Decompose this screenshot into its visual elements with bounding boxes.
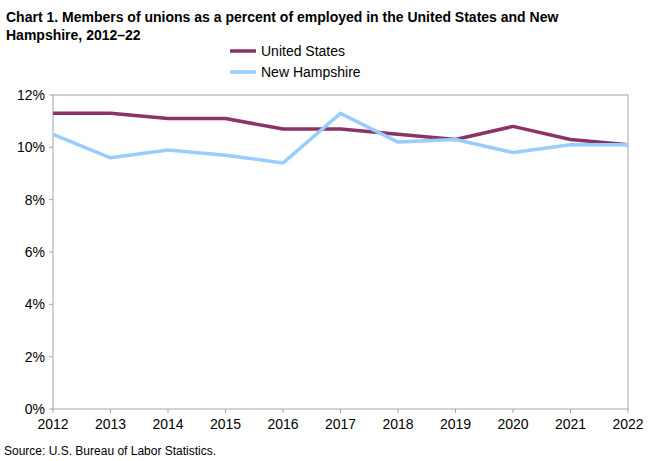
- legend-swatch: [230, 49, 256, 53]
- y-tick-label: 0%: [25, 401, 45, 417]
- x-tick-label: 2018: [382, 416, 413, 432]
- x-tick: [513, 409, 514, 413]
- x-tick: [110, 409, 111, 413]
- y-tick-label: 2%: [25, 349, 45, 365]
- y-tick: [49, 95, 53, 96]
- x-tick-label: 2021: [555, 416, 586, 432]
- x-tick: [570, 409, 571, 413]
- x-tick: [225, 409, 226, 413]
- x-tick: [628, 409, 629, 413]
- x-tick: [340, 409, 341, 413]
- x-tick-label: 2022: [612, 416, 643, 432]
- x-tick: [398, 409, 399, 413]
- y-tick-label: 4%: [25, 296, 45, 312]
- x-tick: [283, 409, 284, 413]
- x-tick-label: 2014: [152, 416, 183, 432]
- x-tick-label: 2020: [497, 416, 528, 432]
- series-line: [53, 113, 628, 144]
- x-tick-label: 2013: [95, 416, 126, 432]
- title-line: Chart 1. Members of unions as a percent …: [6, 9, 558, 25]
- y-tick: [49, 199, 53, 200]
- legend-label: New Hampshire: [261, 64, 361, 80]
- y-tick-label: 8%: [25, 192, 45, 208]
- x-tick: [168, 409, 169, 413]
- series-group: [53, 113, 628, 163]
- title-line: Hampshire, 2012–22: [6, 27, 141, 43]
- y-tick: [49, 304, 53, 305]
- legend-label: United States: [261, 43, 345, 59]
- y-tick: [49, 252, 53, 253]
- y-tick: [49, 409, 53, 410]
- y-tick: [49, 356, 53, 357]
- y-tick-label: 10%: [17, 139, 45, 155]
- chart: Chart 1. Members of unions as a percent …: [0, 0, 660, 461]
- y-tick-label: 12%: [17, 87, 45, 103]
- plot-frame: [53, 95, 628, 409]
- x-tick-label: 2017: [325, 416, 356, 432]
- x-tick-label: 2012: [37, 416, 68, 432]
- x-tick-label: 2016: [267, 416, 298, 432]
- series-line: [53, 113, 628, 163]
- x-tick: [455, 409, 456, 413]
- y-tick: [49, 147, 53, 148]
- y-tick-label: 6%: [25, 244, 45, 260]
- x-tick-label: 2019: [440, 416, 471, 432]
- legend-swatch: [230, 70, 256, 74]
- x-tick: [53, 409, 54, 413]
- title: Chart 1. Members of unions as a percent …: [6, 9, 558, 43]
- source: Source: U.S. Bureau of Labor Statistics.: [4, 444, 216, 458]
- x-tick-label: 2015: [210, 416, 241, 432]
